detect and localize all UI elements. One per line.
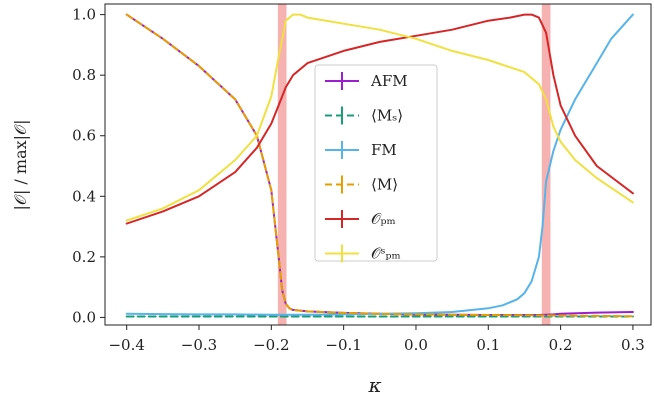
y-tick-label-2: 0.4: [72, 187, 96, 205]
y-tick-label-4: 0.8: [72, 66, 96, 84]
transition-bands: [277, 4, 551, 325]
series-line-2: [125, 13, 634, 316]
legend-label-1: ⟨Mₛ⟩: [371, 107, 403, 125]
transition-band-0: [277, 4, 287, 325]
y-tick-label-5: 1.0: [72, 6, 96, 24]
series-line-5: [125, 13, 634, 222]
legend-label-2: FM: [371, 141, 397, 159]
y-tick-label-3: 0.6: [72, 127, 96, 145]
x-tick-label-0: −0.4: [108, 336, 144, 354]
x-tick-label-7: 0.3: [621, 336, 645, 354]
legend-label-0: AFM: [370, 72, 408, 90]
plot-frame: [104, 3, 652, 326]
x-tick-label-4: 0.0: [404, 336, 428, 354]
x-axis-label: κ: [367, 373, 381, 397]
x-tick-label-2: −0.2: [253, 336, 289, 354]
y-tick-label-1: 0.2: [72, 248, 96, 266]
series-line-0: [125, 13, 634, 316]
legend-label-5: 𝒪ˢₚₘ: [371, 245, 401, 263]
axes: −0.4 −0.3 −0.2 −0.1 0.0 0.1 0.2 0.3 0.0 0.2 0.4 0.6…: [72, 3, 652, 354]
legend: AFM ⟨Mₛ⟩ FM ⟨M⟩ 𝒪ₚₘ 𝒪ˢₚₘ: [314, 64, 438, 263]
x-tick-label-3: −0.1: [325, 336, 361, 354]
legend-label-3: ⟨M⟩: [371, 176, 398, 194]
legend-label-4: 𝒪ₚₘ: [371, 210, 396, 228]
x-tick-label-6: 0.2: [549, 336, 573, 354]
y-tick-label-0: 0.0: [72, 308, 96, 326]
x-tick-label-5: 0.1: [476, 336, 500, 354]
transition-band-1: [541, 4, 551, 325]
y-axis-label: |𝒪| / max|𝒪|: [11, 119, 30, 210]
x-tick-label-1: −0.3: [181, 336, 217, 354]
series-lines: [125, 13, 634, 318]
series-line-4: [125, 13, 634, 225]
legend-box: [314, 64, 438, 262]
